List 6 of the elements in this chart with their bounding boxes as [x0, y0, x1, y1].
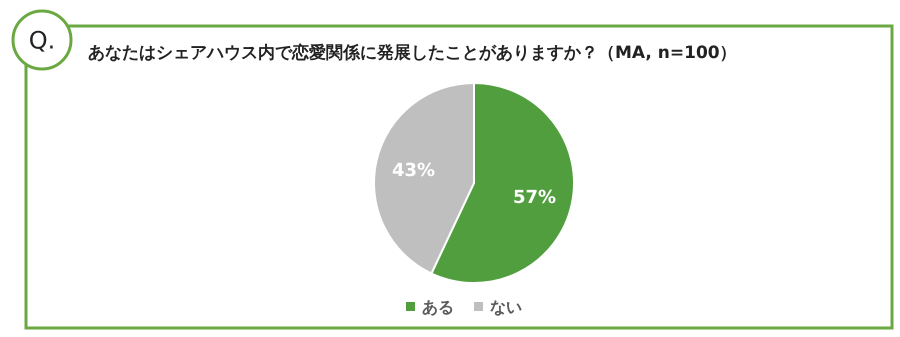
text: Q. [28, 26, 56, 54]
data-label: 57% [512, 186, 556, 208]
chart-title: あなたはシェアハウス内で恋愛関係に発展したことがありますか？（MA, n=100） [88, 42, 737, 63]
data-label: 43% [392, 160, 436, 181]
legend-label: ある [422, 298, 454, 317]
legend-label: ない [490, 298, 522, 317]
